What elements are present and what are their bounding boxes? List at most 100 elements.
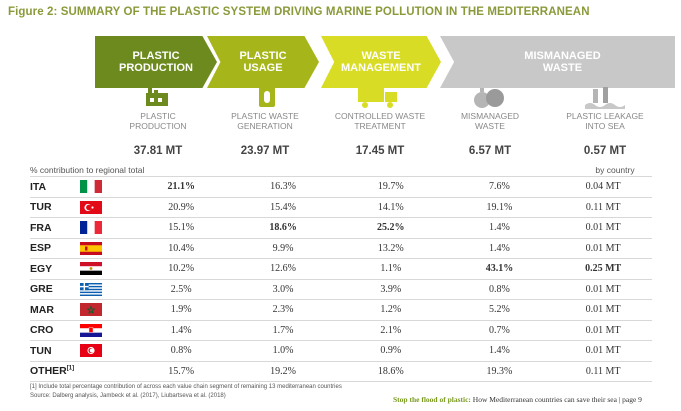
value-cell: 2.5% [133, 279, 230, 300]
country-code: MAR [30, 299, 75, 321]
table-row: OTHER[1] 15.7% 19.2% 18.6% 19.3% 0.11 MT [30, 361, 652, 382]
stage-label-line: PLASTIC [140, 111, 176, 121]
footer-text: How Mediterranean countries can save the… [472, 395, 642, 404]
country-code-text: MAR [30, 303, 54, 316]
value-cell: 1.4% [133, 320, 230, 341]
value-cell: 15.7% [133, 361, 230, 382]
source-note: Source: Dalberg analysis, Jambeck et al.… [30, 392, 226, 399]
stage-label-line: GENERATION [237, 121, 293, 131]
value-cell: 0.8% [444, 279, 555, 300]
value-cell: 0.8% [133, 340, 230, 362]
value-cell: 0.01 MT [554, 217, 652, 239]
table-row: TUN 0.8% 1.0% 0.9% 1.4% 0.01 MT [30, 340, 652, 362]
country-code: TUR [30, 197, 75, 218]
stage-header-line: PLASTIC [239, 50, 287, 62]
table-row: GRE 2.5% 3.0% 3.9% 0.8% 0.01 MT [30, 279, 652, 300]
stage-header-line: WASTE [542, 62, 583, 74]
value-cell: 0.01 MT [554, 340, 652, 362]
egypt-flag-icon [80, 262, 103, 276]
value-cell: 2.1% [336, 320, 445, 341]
stage-header-plastic-usage: PLASTIC USAGE [207, 36, 319, 88]
flag-cell [74, 176, 134, 198]
value-cell: 0.01 MT [554, 320, 652, 341]
stage-label-line: WASTE [475, 121, 505, 131]
table-row: ITA 21.1% 16.3% 19.7% 7.6% 0.04 MT [30, 176, 652, 198]
country-code-text: TUR [30, 201, 52, 214]
stage-total: 6.57 MT [468, 145, 512, 157]
value-cell: 14.1% [336, 197, 445, 218]
country-code-text: GRE [30, 283, 53, 296]
value-cell: 0.01 MT [554, 299, 652, 321]
value-cell: 19.3% [444, 361, 555, 382]
contribution-label: % contribution to regional total [30, 165, 145, 175]
footnote: [1] Include total percentage contributio… [30, 384, 342, 390]
flag-cell [74, 279, 134, 300]
table-row: EGY 10.2% 12.6% 1.1% 43.1% 0.25 MT [30, 258, 652, 280]
country-code-text: ESP [30, 242, 52, 255]
stage-label-line: MISMANAGED [460, 111, 520, 121]
page-footer: Stop the flood of plastic: How Mediterra… [393, 395, 642, 404]
flag-cell [74, 197, 134, 218]
value-cell: 15.4% [229, 197, 337, 218]
stage-header-plastic-production: PLASTIC PRODUCTION [95, 36, 217, 88]
value-cell: 10.2% [133, 258, 230, 280]
stage-header-mismanaged-waste: MISMANAGED WASTE [440, 36, 675, 88]
flag-cell [74, 238, 134, 259]
stage-label-line: PLASTIC WASTE [231, 111, 299, 121]
value-cell: 0.11 MT [554, 197, 652, 218]
value-cell: 7.6% [444, 176, 555, 198]
value-cell: 0.9% [336, 340, 445, 362]
value-cell: 3.0% [229, 279, 337, 300]
bottles-in-sea-icon [585, 87, 625, 109]
stage-total: 23.97 MT [240, 145, 290, 157]
turkey-flag-icon [80, 200, 103, 214]
morocco-flag-icon [80, 303, 103, 317]
value-cell: 1.1% [336, 258, 445, 280]
value-cell: 43.1% [444, 258, 555, 280]
country-code: FRA [30, 217, 75, 239]
value-cell: 13.2% [336, 238, 445, 259]
figure-title: Figure 2: SUMMARY OF THE PLASTIC SYSTEM … [8, 6, 590, 18]
value-cell: 21.1% [133, 176, 230, 198]
stage-header-line: WASTE [361, 50, 401, 62]
value-cell: 0.25 MT [554, 258, 652, 280]
value-cell: 1.2% [336, 299, 445, 321]
value-cell: 10.4% [133, 238, 230, 259]
stage-label-plastic-waste-generation: PLASTIC WASTE GENERATION [215, 111, 315, 131]
stage-header-line: PRODUCTION [119, 62, 193, 74]
bottle-icon [259, 87, 275, 107]
country-code-text: EGY [30, 262, 53, 275]
country-code: EGY [30, 258, 75, 280]
stage-label-line: INTO SEA [585, 121, 625, 131]
country-code-text: TUN [30, 344, 52, 357]
flag-cell [74, 361, 134, 382]
country-code-text: CRO [30, 324, 54, 337]
country-code-text: ITA [30, 180, 47, 193]
value-cell: 1.4% [444, 238, 555, 259]
country-code-text: OTHER [30, 365, 67, 378]
footnote-ref: [1] [66, 365, 75, 372]
value-cell: 9.9% [229, 238, 337, 259]
stage-total: 0.57 MT [583, 145, 627, 157]
flag-cell [74, 258, 134, 280]
value-cell: 5.2% [444, 299, 555, 321]
country-code: ESP [30, 238, 75, 259]
country-code: ITA [30, 176, 75, 198]
country-code: CRO [30, 320, 75, 341]
country-code: TUN [30, 340, 75, 362]
stage-total: 37.81 MT [133, 145, 183, 157]
footer-brand: Stop the flood of plastic: [393, 395, 471, 404]
value-cell: 20.9% [133, 197, 230, 218]
value-cell: 0.7% [444, 320, 555, 341]
flag-cell [74, 217, 134, 239]
stage-label-plastic-leakage: PLASTIC LEAKAGE INTO SEA [560, 111, 650, 131]
value-cell: 2.3% [229, 299, 337, 321]
footnotes: [1] Include total percentage contributio… [30, 383, 342, 400]
france-flag-icon [80, 221, 103, 235]
value-cell: 0.01 MT [554, 279, 652, 300]
table-row: CRO 1.4% 1.7% 2.1% 0.7% 0.01 MT [30, 320, 652, 341]
country-code: GRE [30, 279, 75, 300]
factory-icon [146, 87, 168, 106]
value-cell: 12.6% [229, 258, 337, 280]
value-cell: 19.1% [444, 197, 555, 218]
